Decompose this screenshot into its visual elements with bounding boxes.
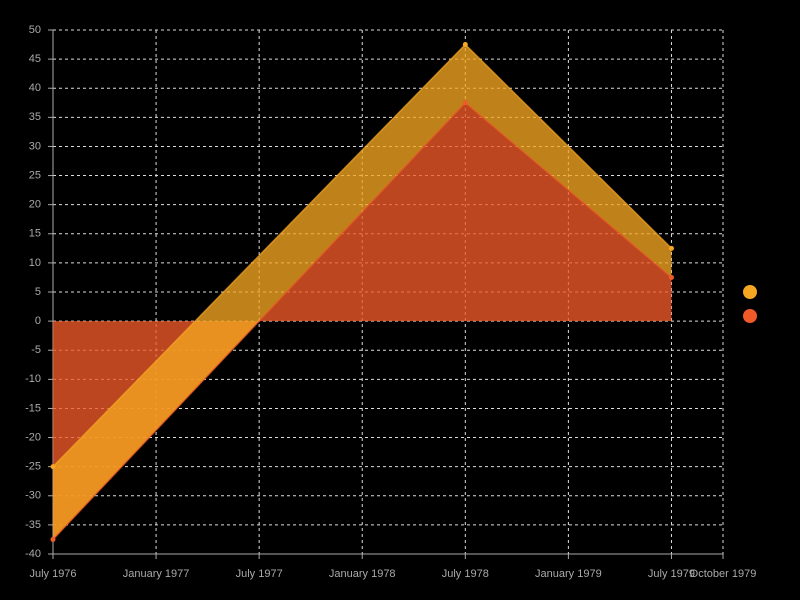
x-tick-label: January 1978 [329,568,396,580]
y-tick-label: -40 [25,548,41,560]
y-tick-label: -20 [25,431,41,443]
y-tick-label: 25 [29,169,41,181]
point [668,245,674,251]
x-tick-label: July 1979 [648,568,695,580]
legend-marker [743,309,757,323]
y-tick-label: -35 [25,519,41,531]
y-tick-label: 50 [29,24,41,36]
x-tick-label: July 1978 [442,568,489,580]
y-tick-label: 45 [29,53,41,65]
point [668,274,674,280]
y-tick-label: -30 [25,490,41,502]
legend-marker [743,285,757,299]
y-tick-label: 15 [29,228,41,240]
y-tick-label: 20 [29,199,41,211]
x-tick-label: October 1979 [690,568,757,580]
y-tick-label: 10 [29,257,41,269]
point [462,42,468,48]
x-tick-label: January 1977 [123,568,190,580]
y-tick-label: 5 [35,286,41,298]
area-fill [53,102,672,540]
y-tick-label: 40 [29,82,41,94]
y-tick-label: -25 [25,461,41,473]
point [50,464,56,470]
y-tick-label: 35 [29,111,41,123]
x-tick-label: July 1977 [236,568,283,580]
point [462,100,468,106]
point [50,536,56,542]
x-tick-label: July 1976 [29,568,76,580]
y-tick-label: -15 [25,402,41,414]
y-tick-label: -5 [31,344,41,356]
y-tick-label: 0 [35,315,41,327]
y-tick-label: 30 [29,140,41,152]
x-tick-label: January 1979 [535,568,602,580]
y-tick-label: -10 [25,373,41,385]
